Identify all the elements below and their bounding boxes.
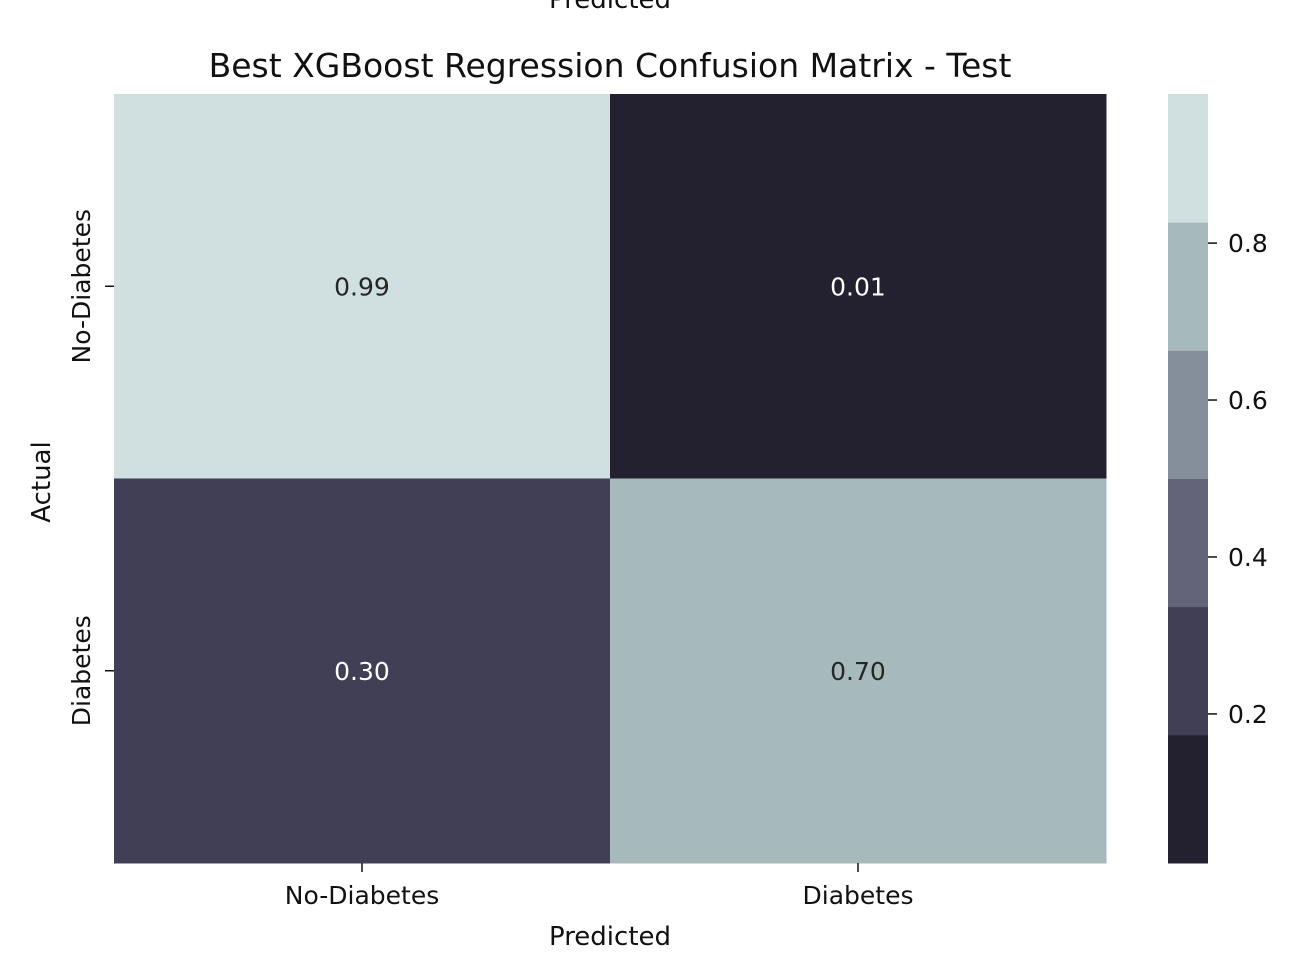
cell-value-label: 0.70 [830,657,886,686]
colorbar-segment [1168,94,1208,223]
colorbar-tick-label: 0.4 [1228,543,1268,572]
x-axis-ticks: No-Diabetes Diabetes [285,863,914,910]
heatmap-cell [610,94,1107,479]
heatmap-cell [114,94,611,479]
colorbar-tick-label: 0.6 [1228,386,1268,415]
heatmap-cell [610,478,1107,864]
y-axis-ticks: No-Diabetes Diabetes [67,209,114,726]
colorbar: 0.2 0.4 0.6 0.8 [1168,94,1268,864]
cell-value-label: 0.01 [830,272,886,301]
heatmap-cell [114,478,611,864]
x-axis-label: Predicted [549,922,671,952]
top-clipped-label: Predicted [549,0,671,15]
y-tick-label: No-Diabetes [67,209,96,363]
y-axis-label: Actual [27,441,57,522]
colorbar-tick-label: 0.2 [1228,700,1268,729]
y-tick-label: Diabetes [67,615,96,726]
colorbar-segment [1168,478,1208,608]
colorbar-segment [1168,734,1208,864]
colorbar-segment [1168,222,1208,351]
cell-value-label: 0.30 [334,657,390,686]
colorbar-tick-label: 0.8 [1228,229,1268,258]
cell-value-label: 0.99 [334,272,390,301]
colorbar-segment [1168,606,1208,736]
x-tick-label: Diabetes [803,881,914,910]
chart-title: Best XGBoost Regression Confusion Matrix… [209,46,1012,85]
heatmap-cells: 0.99 0.01 0.30 0.70 [114,94,1107,864]
x-tick-label: No-Diabetes [285,881,439,910]
colorbar-segment [1168,350,1208,479]
